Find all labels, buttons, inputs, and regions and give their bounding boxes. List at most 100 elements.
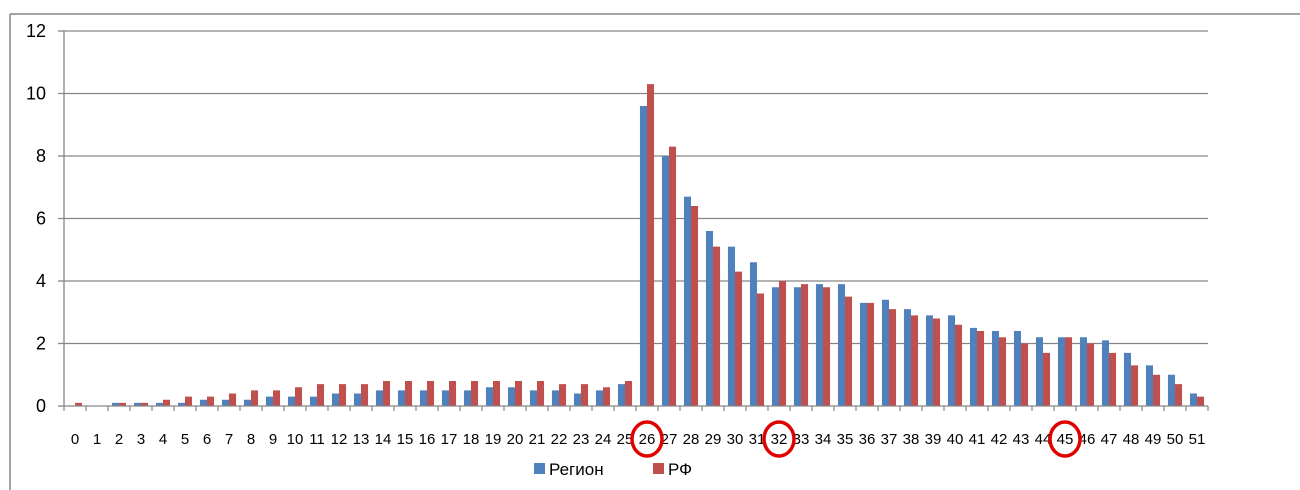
x-tick-label: 17 — [441, 431, 458, 448]
bar-rf-5 — [185, 396, 193, 406]
bar-rf-27 — [669, 146, 677, 406]
x-tick-label: 28 — [683, 431, 700, 448]
bar-rf-44 — [1043, 352, 1051, 406]
bar-region-8 — [243, 399, 251, 406]
bar-rf-18 — [471, 381, 479, 406]
legend: Регион РФ — [534, 460, 692, 479]
bar-region-10 — [287, 396, 295, 406]
bars — [75, 84, 1205, 406]
x-tick-label: 48 — [1123, 431, 1140, 448]
bar-rf-16 — [427, 381, 435, 406]
bar-rf-21 — [537, 381, 545, 406]
bar-region-26 — [639, 106, 647, 406]
x-tick-label: 29 — [705, 431, 722, 448]
bar-region-17 — [441, 390, 449, 406]
bar-region-38 — [903, 309, 911, 406]
bar-rf-31 — [757, 293, 765, 406]
bar-region-45 — [1057, 337, 1065, 406]
bar-region-25 — [617, 384, 625, 406]
x-tick-label: 11 — [309, 431, 325, 448]
bar-region-50 — [1167, 374, 1175, 406]
bar-rf-46 — [1087, 343, 1095, 406]
bar-rf-40 — [955, 324, 963, 406]
bar-region-24 — [595, 390, 603, 406]
axes — [63, 31, 1209, 411]
highlight-circle-32 — [762, 420, 796, 458]
bar-rf-24 — [603, 387, 611, 406]
bar-region-46 — [1079, 337, 1087, 406]
x-tick-label: 32 — [771, 431, 788, 448]
x-tick-label: 2 — [115, 431, 123, 448]
bar-rf-19 — [493, 381, 501, 406]
x-tick-label: 19 — [485, 431, 502, 448]
legend-label-rf: РФ — [668, 460, 692, 479]
y-tick-label: 6 — [36, 209, 46, 229]
bar-region-20 — [507, 387, 515, 406]
y-tick-label: 8 — [36, 146, 46, 166]
bar-rf-7 — [229, 393, 237, 406]
bar-rf-14 — [383, 381, 391, 406]
x-tick-label: 24 — [595, 431, 612, 448]
x-tick-label: 31 — [749, 431, 766, 448]
bar-rf-23 — [581, 384, 589, 406]
highlight-circles — [630, 420, 1082, 458]
bar-rf-51 — [1197, 396, 1205, 406]
bar-rf-26 — [647, 84, 655, 406]
bar-region-34 — [815, 284, 823, 406]
bar-rf-48 — [1131, 365, 1139, 406]
highlight-circle-26 — [630, 420, 664, 458]
bar-region-29 — [705, 231, 713, 406]
bar-rf-22 — [559, 384, 567, 406]
bar-rf-28 — [691, 206, 699, 406]
bar-region-30 — [727, 246, 735, 406]
bar-rf-29 — [713, 246, 721, 406]
highlight-circle-45 — [1048, 420, 1082, 458]
x-tick-label: 0 — [71, 431, 79, 448]
bar-rf-10 — [295, 387, 303, 406]
bar-rf-15 — [405, 381, 413, 406]
x-tick-label: 8 — [247, 431, 255, 448]
bar-rf-25 — [625, 381, 633, 406]
bar-region-40 — [947, 315, 955, 406]
legend-label-region: Регион — [549, 460, 604, 479]
bar-rf-47 — [1109, 352, 1117, 406]
bar-rf-13 — [361, 384, 369, 406]
bar-region-6 — [199, 399, 207, 406]
bar-rf-12 — [339, 384, 347, 406]
bar-rf-9 — [273, 390, 281, 406]
x-tick-label: 34 — [815, 431, 832, 448]
bar-region-42 — [991, 331, 999, 406]
x-tick-label: 37 — [881, 431, 898, 448]
bar-rf-17 — [449, 381, 457, 406]
x-tick-label: 20 — [507, 431, 524, 448]
bar-region-47 — [1101, 340, 1109, 406]
x-tick-label: 33 — [793, 431, 810, 448]
x-tick-label: 16 — [419, 431, 436, 448]
y-tick-label: 10 — [26, 84, 46, 104]
x-tick-label: 1 — [93, 431, 101, 448]
y-axis-tick-labels: 0 2 4 6 8 10 12 — [26, 21, 46, 416]
bar-region-9 — [265, 396, 273, 406]
x-tick-label: 27 — [661, 431, 678, 448]
x-tick-label: 26 — [639, 431, 656, 448]
x-tick-label: 38 — [903, 431, 920, 448]
bar-rf-4 — [163, 399, 171, 406]
bar-rf-8 — [251, 390, 259, 406]
bar-region-12 — [331, 393, 339, 406]
x-tick-label: 15 — [397, 431, 414, 448]
x-tick-label: 35 — [837, 431, 854, 448]
bar-rf-2 — [119, 402, 127, 406]
bar-region-2 — [111, 402, 119, 406]
bar-region-5 — [177, 402, 185, 406]
x-tick-label: 36 — [859, 431, 876, 448]
bar-region-33 — [793, 287, 801, 406]
bar-region-13 — [353, 393, 361, 406]
bar-rf-45 — [1065, 337, 1073, 406]
x-tick-label: 5 — [181, 431, 189, 448]
bar-region-7 — [221, 399, 229, 406]
legend-swatch-rf — [653, 463, 664, 474]
bar-region-39 — [925, 315, 933, 406]
legend-swatch-region — [534, 463, 545, 474]
bar-region-51 — [1189, 393, 1197, 406]
bar-region-43 — [1013, 331, 1021, 406]
